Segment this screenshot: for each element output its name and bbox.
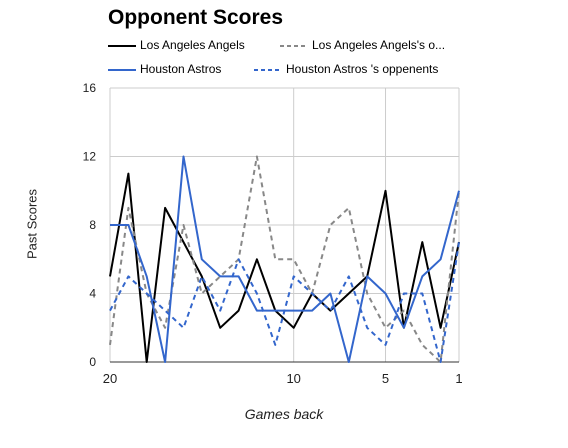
y-tick-label: 0	[89, 355, 96, 369]
y-tick-label: 4	[89, 287, 96, 301]
legend-label-angels: Los Angeles Angels	[140, 38, 245, 52]
legend-swatch-astros	[108, 69, 136, 71]
chart-legend: Los Angeles Angels Los Angeles Angels's …	[108, 38, 563, 82]
y-tick-label: 12	[83, 150, 97, 164]
legend-swatch-angels-opponents	[280, 45, 308, 47]
chart-title: Opponent Scores	[108, 6, 284, 29]
legend-label-astros-opponents: Houston Astros 's oppenents	[286, 62, 439, 76]
y-axis-label: Past Scores	[24, 188, 40, 260]
x-tick-label: 10	[286, 371, 300, 386]
x-tick-label: 20	[103, 371, 117, 386]
x-axis-label: Games back	[244, 406, 324, 422]
x-tick-label: 5	[382, 371, 389, 386]
y-tick-label: 8	[89, 218, 96, 232]
x-tick-label: 1	[455, 371, 462, 386]
series-line-1	[109, 155, 460, 363]
legend-label-angels-opponents: Los Angeles Angels's o...	[312, 38, 446, 52]
series-line-0	[109, 172, 460, 363]
y-tick-label: 16	[83, 81, 97, 95]
series-line-2	[110, 155, 460, 363]
series-line-3	[109, 241, 460, 363]
legend-swatch-astros-opponents	[254, 69, 282, 71]
legend-swatch-angels	[108, 45, 136, 47]
legend-label-astros: Houston Astros	[140, 62, 222, 76]
